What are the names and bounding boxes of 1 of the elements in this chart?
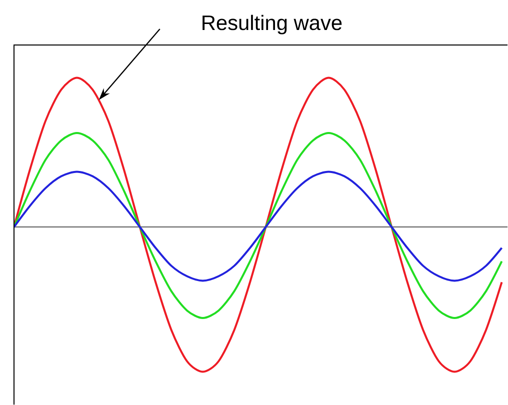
text: Resulting wave — [202, 14, 342, 34]
